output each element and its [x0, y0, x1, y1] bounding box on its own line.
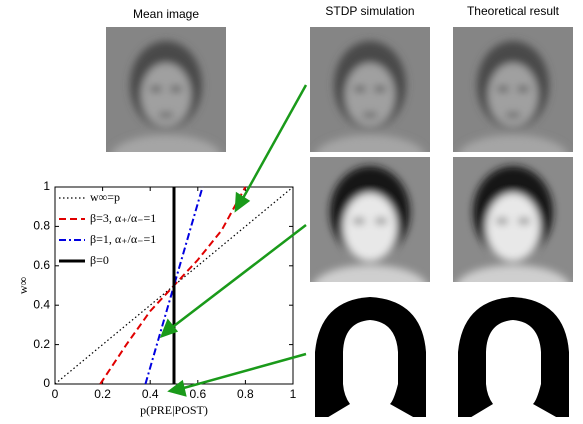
y-tick-label: 0.8 [33, 219, 50, 233]
y-tick-label: 1 [43, 179, 50, 193]
series-line [54, 186, 294, 385]
x-axis-label: p(PRE|POST) [140, 403, 208, 417]
stdp-image [310, 157, 430, 313]
stdp-image [310, 27, 430, 179]
x-tick-label: 0.8 [237, 387, 254, 401]
y-tick-label: 0.4 [33, 297, 50, 311]
y-tick-label: 0 [43, 376, 50, 390]
x-tick-label: 0.2 [94, 387, 111, 401]
arrows [159, 84, 308, 397]
panel-title: Mean image [133, 7, 199, 21]
theory-image [453, 292, 573, 422]
theory-image [453, 157, 573, 313]
theory-image [453, 27, 573, 179]
series-line [144, 186, 204, 385]
y-tick-label: 0.6 [33, 258, 50, 272]
y-tick-label: 0.2 [33, 337, 50, 351]
stdp-image [310, 292, 430, 422]
x-tick-label: 1 [290, 387, 297, 401]
legend-label: β=0 [90, 253, 109, 267]
x-tick-label: 0 [52, 387, 59, 401]
x-tick-label: 0.6 [189, 387, 206, 401]
legend-label: w∞=p [90, 190, 120, 204]
plot: 0 0.2 0.4 0.6 0.8 1 0 0.2 0.4 0.6 0.8 1 p(PRE|POST) w… [16, 179, 297, 417]
panel-title: STDP simulation [325, 4, 414, 18]
mean-image [106, 27, 226, 179]
legend-label: β=3, α₊/α₋=1 [90, 211, 156, 225]
y-axis-label: w∞ [16, 277, 30, 294]
panel-title: Theoretical result [467, 4, 560, 18]
legend-label: β=1, α₊/α₋=1 [90, 232, 156, 246]
x-tick-label: 0.4 [142, 387, 159, 401]
